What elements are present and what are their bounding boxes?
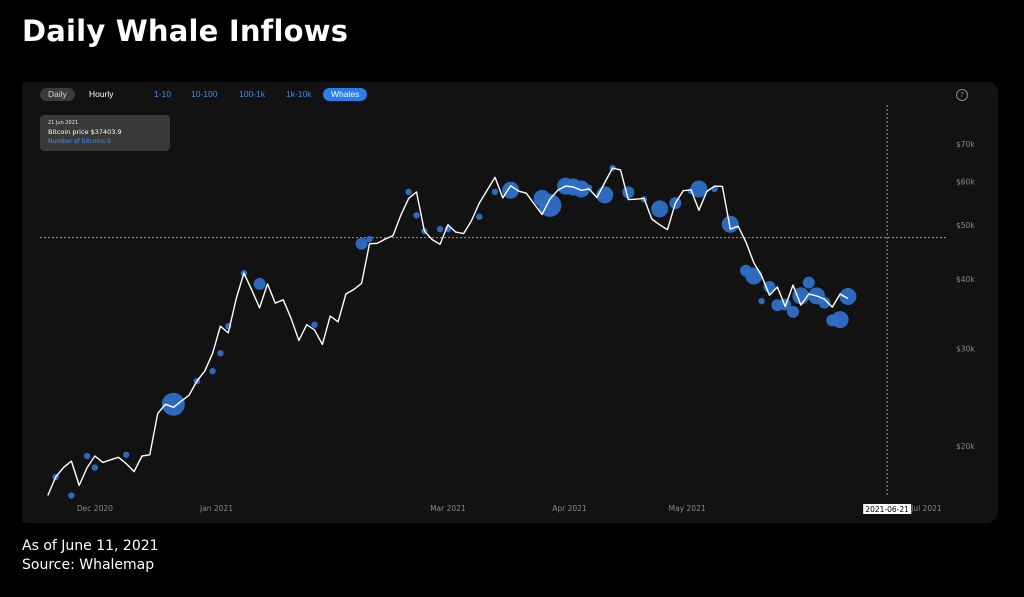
x-tick-label: Jul 2021: [910, 504, 942, 513]
x-tick-label: Dec 2020: [77, 504, 113, 513]
tooltip-bitcoin-count: Number of bitcoins 0: [48, 138, 111, 145]
whale-bubble: [802, 276, 815, 289]
whale-bubble: [476, 213, 483, 220]
whale-bubble: [831, 311, 849, 329]
tooltip-date: 21 Jun 2021: [48, 120, 79, 126]
whale-bubble: [161, 392, 185, 416]
whale-bubble: [779, 298, 792, 311]
tab-hourly[interactable]: Hourly: [89, 89, 114, 99]
whale-bubble: [209, 367, 216, 375]
whale-bubble: [311, 321, 318, 328]
whale-bubble: [436, 225, 444, 233]
bitcoin-price-line: [47, 167, 849, 496]
tooltip-price: Bitcoin price $37403.9: [48, 128, 122, 136]
whale-bubble: [758, 297, 765, 305]
whale-bubble: [572, 180, 590, 198]
hover-tooltip: 21 Jun 2021 Bitcoin price $37403.9 Numbe…: [40, 115, 170, 151]
whale-bubble: [405, 188, 412, 196]
whale-bubble: [123, 451, 130, 458]
whale-bubble: [502, 181, 520, 199]
x-tick-label: May 2021: [669, 504, 706, 513]
whale-bubble: [745, 267, 763, 285]
y-tick-label: $50k: [956, 221, 975, 230]
help-icon[interactable]: ?: [956, 89, 968, 101]
whale-bubble: [622, 186, 635, 199]
y-tick-label: $60k: [956, 177, 975, 186]
bucket-tab-whales[interactable]: Whales: [323, 88, 368, 101]
whale-bubble: [355, 237, 368, 250]
whale-bubble: [787, 305, 800, 318]
whale-bubble: [91, 464, 99, 471]
whale-bubble: [217, 350, 224, 357]
y-tick-label: $20k: [956, 442, 975, 451]
page-title: Daily Whale Inflows: [22, 14, 349, 48]
x-tick-label: Apr 2021: [552, 504, 587, 513]
y-tick-label: $30k: [956, 344, 975, 353]
y-tick-label: $40k: [956, 275, 975, 284]
whale-bubble: [491, 188, 499, 196]
bucket-tab-10-100[interactable]: 10-100: [191, 89, 218, 99]
whale-bubble: [839, 288, 857, 306]
bucket-tab-1-10[interactable]: 1-10: [154, 89, 172, 99]
bucket-tab-1k-10k[interactable]: 1k-10k: [286, 89, 312, 99]
whale-bubble: [68, 492, 75, 499]
whale-bubble: [413, 212, 420, 219]
whale-bubble: [818, 296, 831, 309]
whale-bubble: [763, 281, 776, 294]
x-tick-label: Jan 2021: [199, 504, 233, 513]
whale-bubble: [83, 452, 91, 460]
footer-date: As of June 11, 2021: [22, 538, 159, 554]
bucket-tab-100-1k[interactable]: 100-1k: [239, 89, 265, 99]
footer-source: Source: Whalemap: [22, 557, 155, 573]
whale-bubble: [651, 200, 669, 218]
whale-bubble: [366, 235, 373, 243]
cursor-date-label: 2021-06-21: [865, 505, 909, 514]
whale-bubble: [253, 277, 266, 290]
tab-daily[interactable]: Daily: [40, 88, 75, 101]
y-tick-label: $70k: [956, 140, 975, 149]
whale-bubble: [721, 215, 739, 233]
cursor-date-box: [863, 504, 912, 514]
x-tick-label: Mar 2021: [430, 504, 466, 513]
whale-bubble: [690, 180, 708, 198]
